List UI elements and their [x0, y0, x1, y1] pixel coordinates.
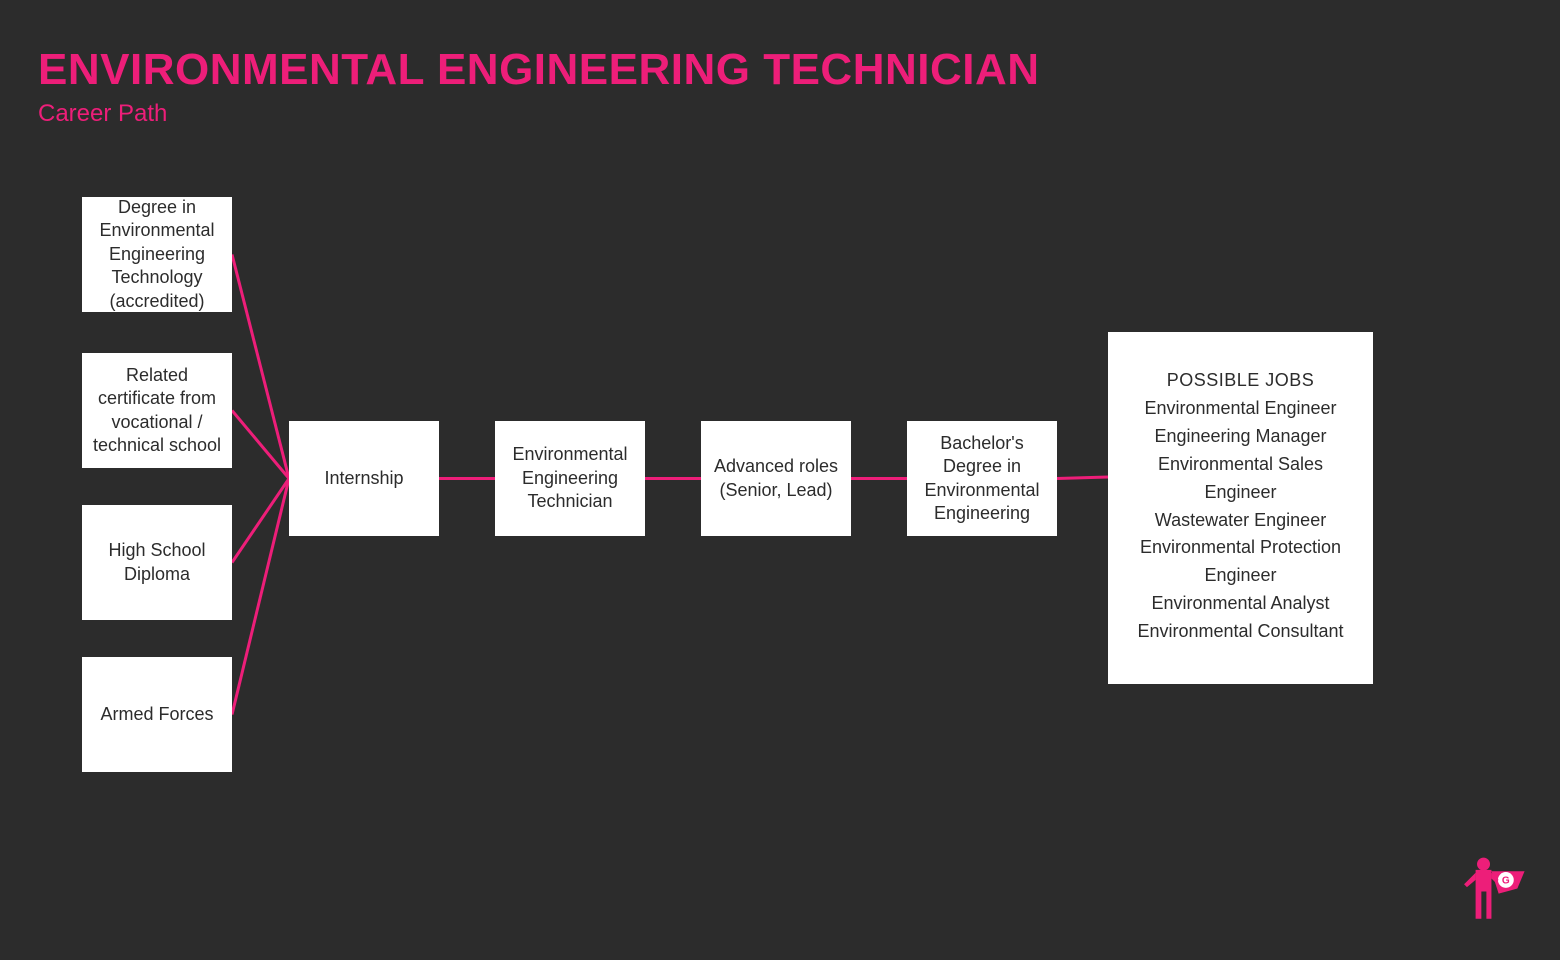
possible-jobs-item: Environmental Sales Engineer [1128, 451, 1353, 507]
possible-jobs-item: Engineering Manager [1128, 423, 1353, 451]
flow-edge [232, 411, 289, 479]
possible-jobs-card: POSSIBLE JOBS Environmental EngineerEngi… [1108, 332, 1373, 684]
flow-node-label: Environmental Engineering Technician [503, 443, 637, 513]
possible-jobs-item: Environmental Consultant [1128, 618, 1353, 646]
flow-node: Internship [289, 421, 439, 536]
page-subtitle: Career Path [38, 100, 1040, 128]
flow-node-label: Degree in Environmental Engineering Tech… [90, 196, 224, 313]
possible-jobs-item: Environmental Engineer [1128, 395, 1353, 423]
page-title: ENVIRONMENTAL ENGINEERING TECHNICIAN [38, 46, 1040, 94]
flow-edge [232, 479, 289, 715]
flow-node: Related certificate from vocational / te… [82, 353, 232, 468]
flow-node-label: Armed Forces [100, 703, 213, 726]
possible-jobs-item: Wastewater Engineer [1128, 507, 1353, 535]
flow-node: Advanced roles (Senior, Lead) [701, 421, 851, 536]
possible-jobs-list: Environmental EngineerEngineering Manage… [1128, 395, 1353, 646]
flow-edge [232, 255, 289, 479]
header: ENVIRONMENTAL ENGINEERING TECHNICIAN Car… [38, 46, 1040, 128]
flow-node-label: Related certificate from vocational / te… [90, 364, 224, 458]
superhero-logo-icon: G [1454, 854, 1526, 926]
possible-jobs-item: Environmental Protection Engineer [1128, 534, 1353, 590]
possible-jobs-item: Environmental Analyst [1128, 590, 1353, 618]
flow-node-label: Advanced roles (Senior, Lead) [709, 455, 843, 502]
flow-edge [232, 479, 289, 563]
possible-jobs-title: POSSIBLE JOBS [1128, 370, 1353, 391]
svg-text:G: G [1502, 876, 1510, 887]
flow-node-label: Internship [324, 467, 403, 490]
flow-node: Environmental Engineering Technician [495, 421, 645, 536]
flow-node: Degree in Environmental Engineering Tech… [82, 197, 232, 312]
flow-node: High School Diploma [82, 505, 232, 620]
flow-node-label: High School Diploma [90, 539, 224, 586]
flow-node-label: Bachelor's Degree in Environmental Engin… [915, 432, 1049, 526]
flow-node: Bachelor's Degree in Environmental Engin… [907, 421, 1057, 536]
flow-node: Armed Forces [82, 657, 232, 772]
flow-edge [1057, 477, 1108, 479]
